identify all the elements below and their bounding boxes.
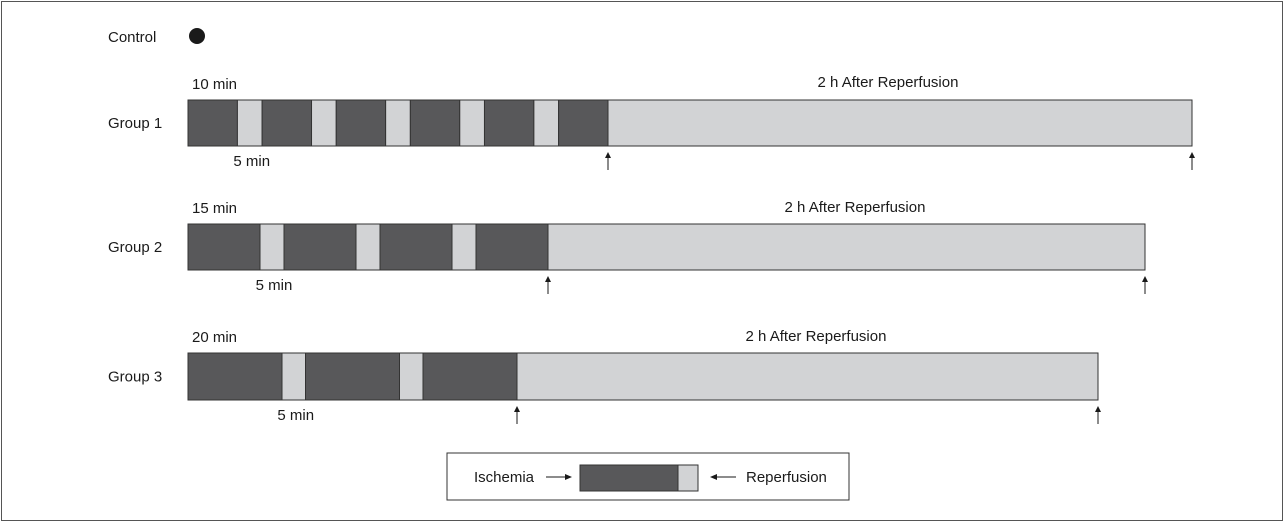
group-3-reperfusion-block bbox=[281, 352, 306, 401]
group-1-reperfusion-period bbox=[607, 99, 1193, 147]
group-1-start-marker bbox=[605, 152, 611, 170]
group-3-ischemia-block bbox=[305, 352, 400, 401]
group-1-label: Group 1 bbox=[108, 115, 162, 132]
group-2-ischemia-block bbox=[283, 223, 357, 271]
group-2-reperfusion-block bbox=[259, 223, 285, 271]
group-2-ischemia-duration: 15 min bbox=[192, 200, 237, 217]
group-1-ischemia-duration: 10 min bbox=[192, 76, 237, 93]
group-2-label: Group 2 bbox=[108, 239, 162, 256]
group-3-label: Group 3 bbox=[108, 369, 162, 386]
group-3-end-marker bbox=[1095, 406, 1101, 424]
group-2-ischemia-block bbox=[475, 223, 549, 271]
group-2-end-marker bbox=[1142, 276, 1148, 294]
group-2-reperfusion-block bbox=[451, 223, 477, 271]
group-1-ischemia-block bbox=[409, 99, 461, 147]
group-1-ischemia-block bbox=[261, 99, 313, 147]
group-3-start-marker-head bbox=[514, 406, 520, 412]
group-1-start-marker-head bbox=[605, 152, 611, 158]
group-1-reperfusion-duration: 5 min bbox=[233, 153, 270, 170]
group-2-ischemia-block bbox=[379, 223, 453, 271]
group-2-start-marker-head bbox=[545, 276, 551, 282]
control-marker bbox=[189, 28, 205, 44]
group-1-end-marker-head bbox=[1189, 152, 1195, 158]
group-3-ischemia-block bbox=[187, 352, 283, 401]
group-3-ischemia-duration: 20 min bbox=[192, 329, 237, 346]
legend-reperfusion-arrowhead bbox=[710, 474, 717, 480]
group-3-end-marker-head bbox=[1095, 406, 1101, 412]
group-2-reperfusion-block bbox=[355, 223, 381, 271]
group-3-ischemia-block bbox=[422, 352, 518, 401]
group-1-reperfusion-block bbox=[459, 99, 485, 147]
group-3-reperfusion-block bbox=[399, 352, 424, 401]
group-2-ischemia-block bbox=[187, 223, 261, 271]
group-1-ischemia-block bbox=[187, 99, 238, 147]
group-3-reperfusion-duration: 5 min bbox=[277, 407, 314, 424]
group-3-start-marker bbox=[514, 406, 520, 424]
group-1-ischemia-block bbox=[335, 99, 387, 147]
control-label: Control bbox=[108, 29, 156, 46]
group-2-reperfusion-period bbox=[547, 223, 1146, 271]
group-1-reperfusion-block bbox=[236, 99, 263, 147]
group-1-reperfusion-block bbox=[533, 99, 560, 147]
group-2-reperfusion-duration: 5 min bbox=[256, 277, 293, 294]
group-2-after-label: 2 h After Reperfusion bbox=[785, 199, 926, 216]
legend: Ischemia Reperfusion bbox=[446, 452, 850, 501]
groups-layer: Group 1 10 min 2 h After Reperfusion 5 min G… bbox=[108, 74, 1195, 424]
group-1-reperfusion-block bbox=[311, 99, 337, 147]
group-1-ischemia-block bbox=[558, 99, 609, 147]
group-3-reperfusion-period bbox=[516, 352, 1099, 401]
legend-reperfusion-swatch bbox=[677, 464, 699, 492]
group-3-after-label: 2 h After Reperfusion bbox=[746, 328, 887, 345]
group-1-end-marker bbox=[1189, 152, 1195, 170]
group-1-reperfusion-block bbox=[385, 99, 411, 147]
group-2-end-marker-head bbox=[1142, 276, 1148, 282]
group-1-ischemia-block bbox=[483, 99, 535, 147]
legend-ischemia-label: Ischemia bbox=[474, 469, 535, 486]
legend-ischemia-swatch bbox=[579, 464, 679, 492]
group-2-start-marker bbox=[545, 276, 551, 294]
legend-reperfusion-label: Reperfusion bbox=[746, 469, 827, 486]
legend-ischemia-arrowhead bbox=[565, 474, 572, 480]
group-1-after-label: 2 h After Reperfusion bbox=[818, 74, 959, 91]
